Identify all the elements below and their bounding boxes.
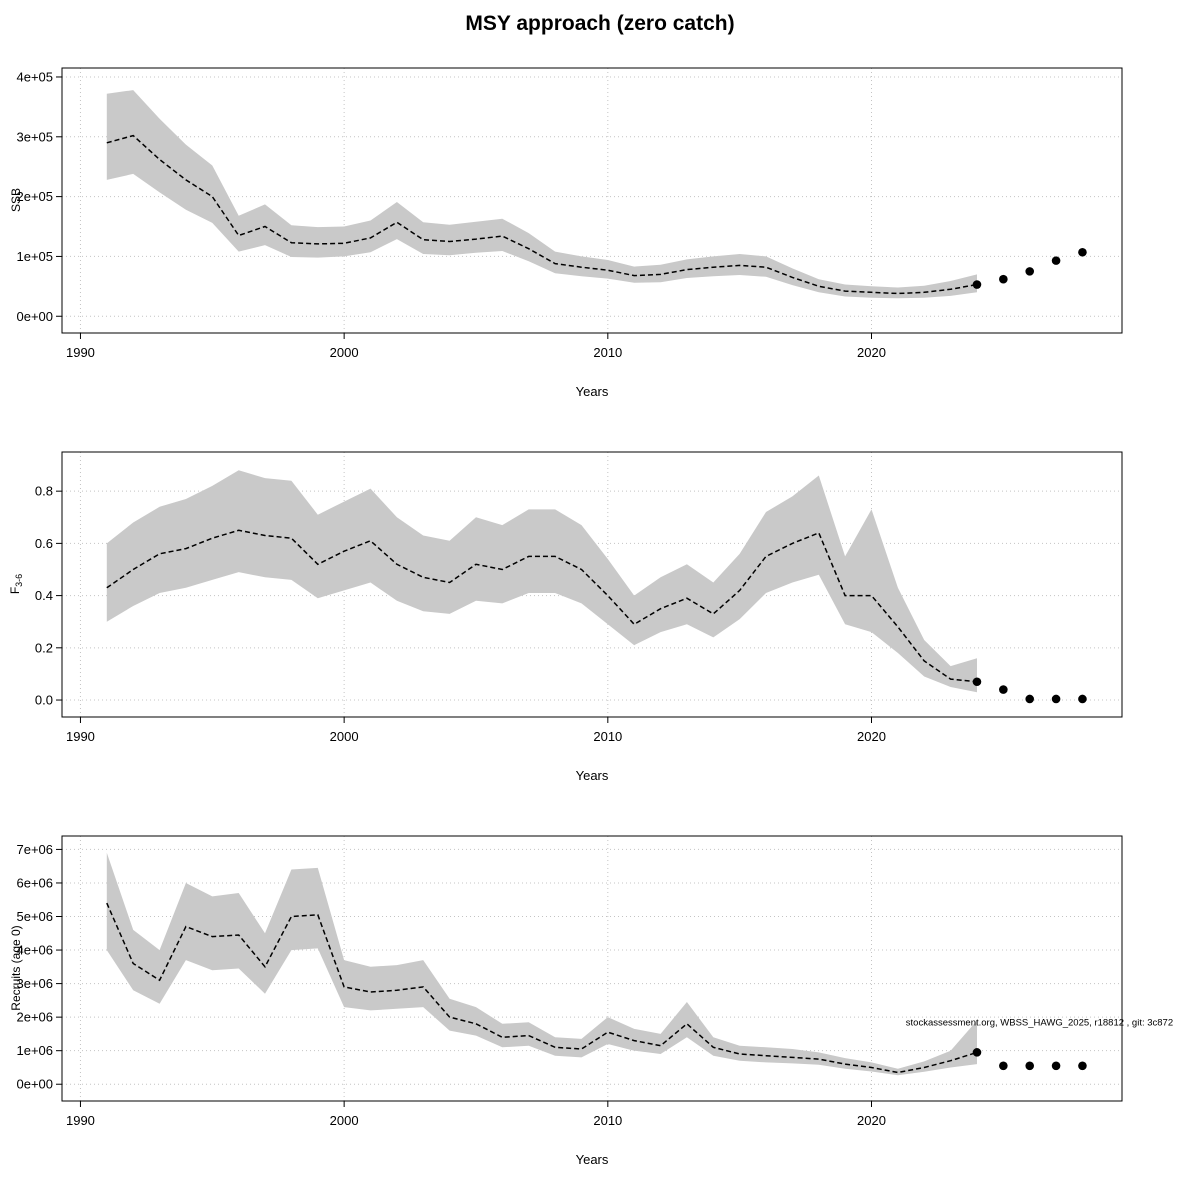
x-tick-label: 2020 [857,345,886,360]
y-tick-label: 1e+06 [16,1043,53,1058]
x-tick-label: 1990 [66,1113,95,1128]
forecast-dot [999,685,1008,694]
x-axis-label-years-3: Years [575,1152,609,1167]
x-tick-label: 2000 [330,1113,359,1128]
y-tick-label: 1e+05 [16,249,53,264]
fbar-plot-canvas: 1990 2000 2010 2020 0.0 0.2 0.4 0.6 0.8 [35,451,1123,744]
y-tick-label: 4e+05 [16,69,53,84]
confidence-band [106,90,978,299]
y-axis-label-text: Recruits (age 0) [9,925,23,1011]
y-tick-label: 6e+06 [16,875,53,890]
y-tick-label: 0.4 [35,588,53,603]
estimate-line [106,902,978,1074]
forecast-dot [1025,267,1035,276]
ssb-plot-canvas: 1990 2000 2010 2020 0e+00 1e+05 2e+05 3e+05 4e+0… [16,67,1123,360]
y-tick-label: 2e+05 [16,189,53,204]
x-tick-label: 2010 [593,729,622,744]
y-tick-label: 3e+06 [16,976,53,991]
forecast-dot [1025,694,1035,704]
y-axis-label-main: F [8,586,22,595]
y-tick-label: 0.0 [35,693,53,708]
y-tick-label: 0e+00 [16,309,53,324]
plot-border [61,835,1123,1102]
y-tick-label: 7e+06 [16,842,53,857]
y-tick-label: 3e+05 [16,129,53,144]
y-tick-label: 0.6 [35,536,53,551]
y-axis-label-recruits: Recruits (age 0) [9,925,23,1010]
plot-border [61,67,1123,334]
x-tick-label: 2020 [857,729,886,744]
forecast-dot [1078,247,1087,257]
y-axis-label-text: SSB [9,187,23,213]
forecast-dot [1051,256,1061,265]
x-tick-label: 2000 [330,345,359,360]
y-tick-label: 0e+00 [16,1077,53,1092]
plot-border [61,451,1123,718]
forecast-dot [999,1061,1008,1071]
x-tick-label: 2000 [330,729,359,744]
credit-annotation: stockassessment.org, WBSS_HAWG_2025, r18… [906,1018,1173,1029]
forecast-dot [972,280,982,289]
forecast-dot [1051,1061,1061,1071]
forecast-dot [1051,694,1061,704]
forecast-dot [972,677,982,687]
forecast-dot [1078,1061,1087,1071]
confidence-band [106,852,978,1076]
forecast-dot [1078,694,1087,704]
y-axis-label-ssb: SSB [9,188,23,212]
x-tick-label: 1990 [66,729,95,744]
x-axis-label-years-1: Years [575,384,609,399]
y-tick-label: 2e+06 [16,1010,53,1025]
forecast-dot [1025,1061,1035,1071]
x-axis-label-years-2: Years [575,768,609,783]
y-axis-label-fbar: F3-6 [8,574,24,594]
forecast-dot [972,1048,982,1057]
confidence-band [106,470,978,693]
y-tick-label: 4e+06 [16,943,53,958]
y-tick-label: 5e+06 [16,909,53,924]
recruits-plot-canvas: 1990 2000 2010 2020 0e+00 1e+06 2e+06 3e+06 4e+0… [16,835,1173,1128]
x-tick-label: 1990 [66,345,95,360]
estimate-line [106,134,978,295]
x-tick-label: 2010 [593,345,622,360]
forecast-dot [999,274,1008,284]
x-tick-label: 2020 [857,1113,886,1128]
y-tick-label: 0.8 [35,484,53,499]
chart-recruits: 1990 2000 2010 2020 0e+00 1e+06 2e+06 3e+06 4e+0… [0,816,1200,1200]
y-tick-label: 0.2 [35,640,53,655]
chart-ssb: 1990 2000 2010 2020 0e+00 1e+05 2e+05 3e+05 4e+0… [0,48,1200,432]
chart-fbar: 1990 2000 2010 2020 0.0 0.2 0.4 0.6 0.8 F3-6 Yea… [0,432,1200,816]
y-axis-label-subscript: 3-6 [14,573,24,587]
page-title: MSY approach (zero catch) [465,12,735,35]
estimate-line [106,529,978,683]
x-tick-label: 2010 [593,1113,622,1128]
